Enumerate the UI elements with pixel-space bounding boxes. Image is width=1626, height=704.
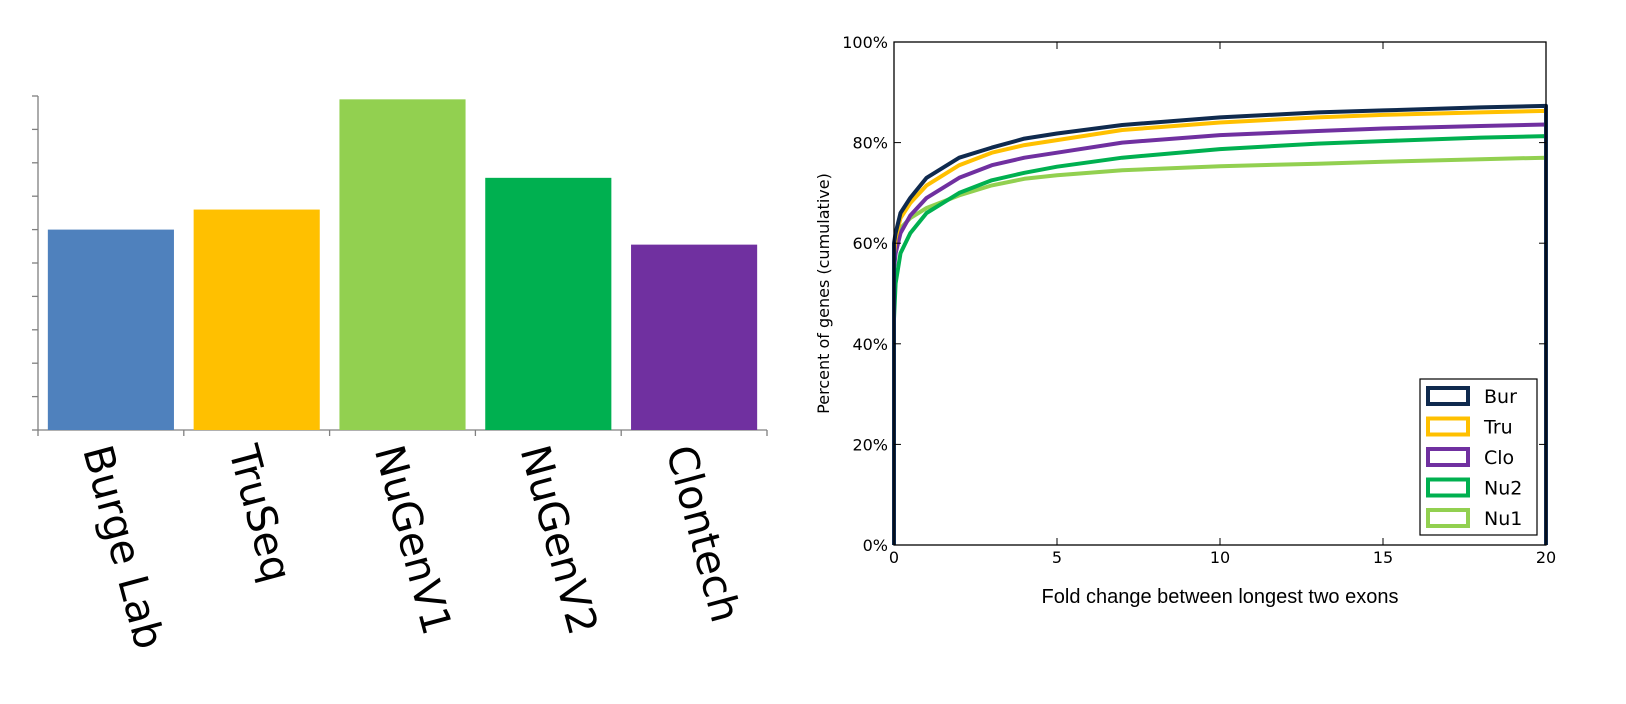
series-line-bur [892,103,1548,545]
legend-swatch-bur [1426,386,1470,406]
bar-category-label: TruSeq [219,439,302,587]
legend-swatch-clo [1426,447,1470,467]
bar-category-label: Clontech [656,440,749,627]
bar-category-label: Burge Lab [73,440,173,654]
legend-label: Clo [1484,447,1514,469]
legend-label: Bur [1484,386,1517,408]
legend-label: Nu1 [1484,508,1522,530]
bar-category-label: NuGenV2 [511,440,608,640]
bar-nugenv2 [485,177,612,430]
legend-swatch-nu1 [1426,508,1470,528]
y-tick-label: 20% [852,435,888,454]
x-axis-label: Fold change between longest two exons [1042,586,1399,608]
y-tick-label: 80% [852,134,888,153]
bar-chart: Burge Lab TruSeq NuGenV1 NuGenV2 Clontech [32,95,768,654]
bar-truseq [193,209,320,430]
legend-swatch-tru [1426,416,1470,437]
y-axis-label: Percent of genes (cumulative) [814,173,833,414]
y-tick-label: 40% [852,335,888,354]
bar-category-label: NuGenV1 [365,440,462,640]
x-tick-label: 20 [1536,548,1556,567]
series-line-clo [892,122,1548,545]
y-tick-label: 0% [863,536,888,555]
y-tick-label: 60% [852,234,888,253]
x-tick-label: 5 [1052,548,1062,567]
x-tick-label: 10 [1210,548,1230,567]
x-tick-label: 15 [1373,548,1393,567]
legend-label: Tru [1483,417,1513,439]
x-tick-label: 0 [889,548,899,567]
series-line-nu2 [892,134,1548,545]
bar-burge-lab [47,229,174,430]
line-chart: 0% 20% 40% 60% 80% 100% 0 5 10 15 20 Fold change be… [814,33,1556,608]
bar-clontech [631,244,758,430]
y-tick-label: 100% [842,33,888,52]
legend-label: Nu2 [1484,478,1522,500]
legend: Bur Tru Clo Nu2 Nu1 [1419,378,1538,536]
legend-swatch-nu2 [1426,477,1470,498]
bar-nugenv1 [339,99,466,430]
